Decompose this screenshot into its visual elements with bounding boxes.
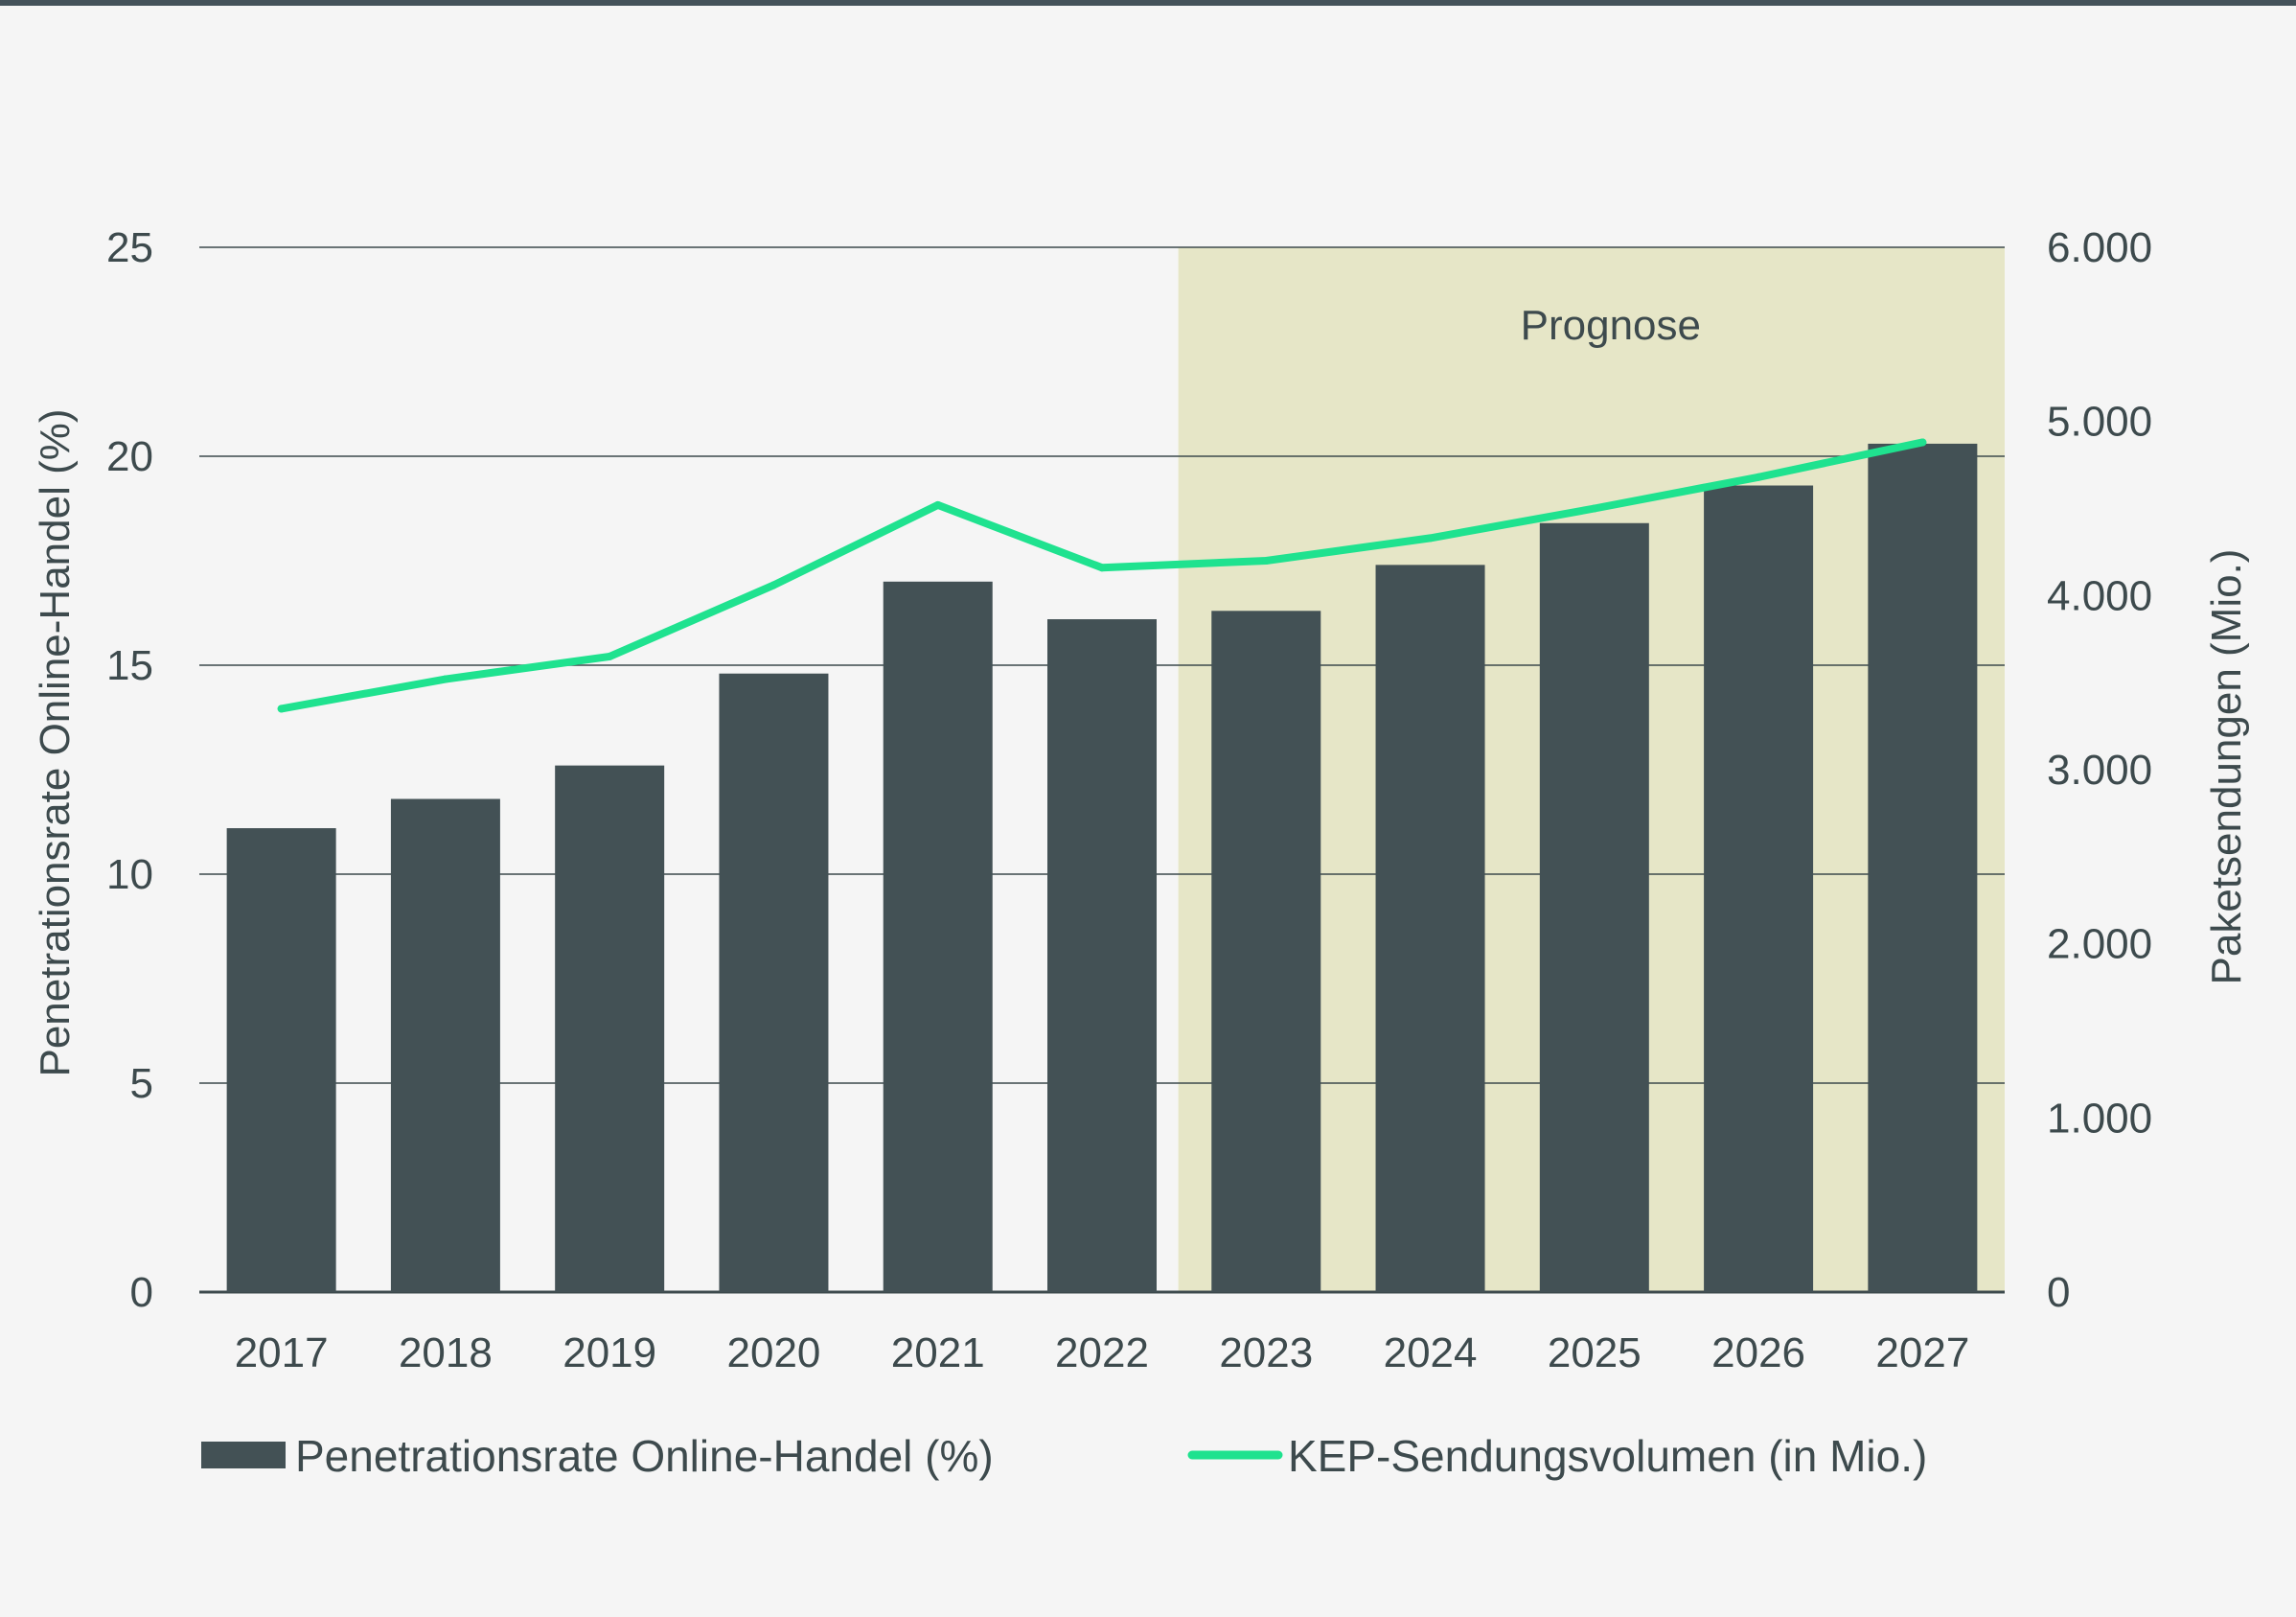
y-tick-label-right: 6.000 [2047,224,2152,271]
x-tick-label: 2017 [235,1329,329,1376]
legend-bar-swatch [201,1442,286,1468]
bar [1704,485,1814,1292]
x-tick-label: 2020 [727,1329,821,1376]
bar [1539,522,1649,1292]
x-tick-label: 2019 [563,1329,656,1376]
y-tick-label-right: 1.000 [2047,1095,2152,1142]
y-tick-label-left: 10 [106,851,153,898]
x-tick-label: 2021 [891,1329,985,1376]
bar [555,765,665,1292]
y-axis-title-right: Paketsendungen (Mio.) [2203,549,2250,985]
line-point [441,675,449,683]
y-axis-title-left: Penetrationsrate Online-Handel (%) [32,408,79,1076]
line-point [1755,473,1763,481]
line-point [1098,564,1106,572]
x-tick-label: 2022 [1055,1329,1149,1376]
bar-series [226,443,1978,1292]
line-point [606,652,614,660]
bar [1868,443,1978,1292]
y-tick-label-left: 15 [106,642,153,689]
x-tick-label: 2027 [1875,1329,1969,1376]
forecast-label: Prognose [1521,302,1701,349]
bar [226,828,336,1292]
x-tick-label: 2023 [1219,1329,1313,1376]
bar [719,673,829,1292]
x-tick-label: 2024 [1384,1329,1478,1376]
line-point [1590,504,1598,513]
x-tick-label: 2025 [1548,1329,1642,1376]
bar [390,798,500,1292]
tick-labels: 051015202501.0002.0003.0004.0005.0006.00… [106,224,2152,1376]
line-point [1426,534,1435,543]
bar [1047,619,1157,1292]
legend: Penetrationsrate Online-Handel (%) KEP-S… [201,1431,1927,1481]
line-point [1262,557,1271,565]
y-tick-label-right: 4.000 [2047,572,2152,619]
line-point [277,705,286,713]
y-tick-label-right: 0 [2047,1269,2070,1316]
line-point [1918,438,1927,447]
y-tick-label-left: 20 [106,433,153,480]
bar [1375,565,1485,1292]
y-tick-label-left: 0 [130,1269,153,1316]
y-tick-label-right: 3.000 [2047,747,2152,794]
x-tick-label: 2026 [1711,1329,1805,1376]
x-tick-label: 2018 [399,1329,493,1376]
y-tick-label-right: 2.000 [2047,921,2152,968]
bar [883,581,993,1292]
line-series [277,438,1927,713]
legend-bar-label: Penetrationsrate Online-Handel (%) [295,1431,994,1481]
y-tick-label-right: 5.000 [2047,399,2152,446]
top-rule [0,0,2296,6]
y-tick-label-left: 5 [130,1060,153,1107]
legend-line-label: KEP-Sendungsvolumen (in Mio.) [1288,1431,1927,1481]
bar [1211,611,1321,1292]
y-tick-label-left: 25 [106,224,153,271]
line-point [933,500,942,509]
line-point [769,581,778,589]
